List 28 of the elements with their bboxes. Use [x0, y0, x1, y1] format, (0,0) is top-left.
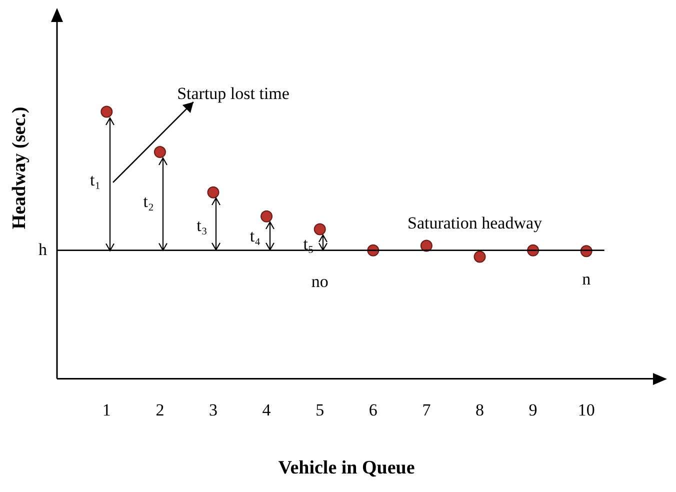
x-tick-label: 6 — [368, 400, 378, 420]
ref-line-label: h — [38, 240, 48, 259]
y-axis-title: Headway (sec.) — [9, 106, 31, 230]
point — [474, 250, 486, 263]
x-tick-label: 4 — [262, 400, 272, 420]
annotation: t₅ — [303, 234, 314, 254]
point — [260, 210, 273, 222]
text: Startup lost time — [177, 84, 290, 103]
x-tick-label: 9 — [528, 400, 538, 420]
x-axis-title: Vehicle in Queue — [278, 458, 415, 479]
annotation: Saturation headway — [407, 213, 543, 232]
x-tick-label: 8 — [476, 400, 484, 420]
annotation: t₁ — [90, 170, 101, 190]
x-tick-label: 10 — [578, 400, 595, 420]
annotation: n — [582, 269, 592, 288]
point — [154, 146, 166, 158]
point — [100, 106, 113, 118]
point — [207, 186, 220, 198]
x-tick-label: 3 — [209, 400, 218, 420]
x-tick-label: 1 — [102, 400, 111, 420]
x-tick-label: 2 — [156, 400, 164, 420]
annotation: t₄ — [250, 226, 261, 246]
annotation: t₂ — [143, 192, 154, 211]
annotation: t₃ — [196, 216, 208, 236]
x-tick-label: 5 — [316, 400, 324, 420]
x-tick-label: 7 — [422, 400, 432, 420]
point — [314, 223, 326, 236]
annotation: no — [311, 272, 328, 292]
